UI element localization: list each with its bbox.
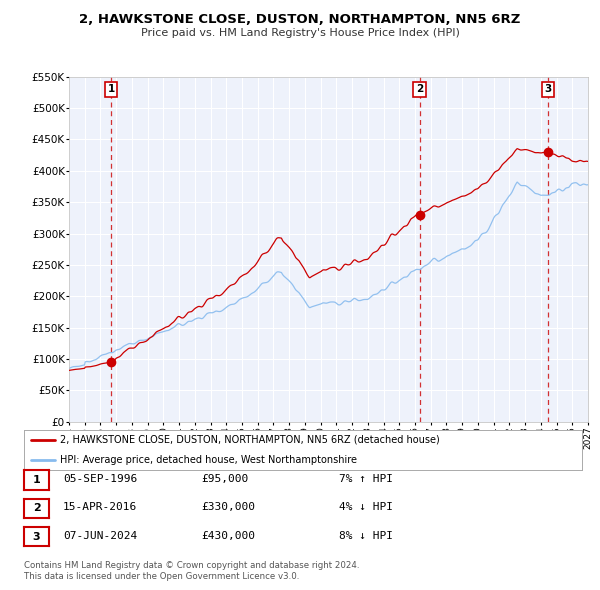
Text: 7% ↑ HPI: 7% ↑ HPI xyxy=(339,474,393,484)
Text: £95,000: £95,000 xyxy=(201,474,248,484)
Text: 1: 1 xyxy=(33,475,40,485)
Text: 3: 3 xyxy=(33,532,40,542)
Text: 2: 2 xyxy=(33,503,40,513)
Text: 07-JUN-2024: 07-JUN-2024 xyxy=(63,531,137,540)
Text: £430,000: £430,000 xyxy=(201,531,255,540)
Text: 2: 2 xyxy=(416,84,423,94)
Text: 8% ↓ HPI: 8% ↓ HPI xyxy=(339,531,393,540)
Text: Price paid vs. HM Land Registry's House Price Index (HPI): Price paid vs. HM Land Registry's House … xyxy=(140,28,460,38)
Text: 2, HAWKSTONE CLOSE, DUSTON, NORTHAMPTON, NN5 6RZ: 2, HAWKSTONE CLOSE, DUSTON, NORTHAMPTON,… xyxy=(79,13,521,26)
Text: Contains HM Land Registry data © Crown copyright and database right 2024.
This d: Contains HM Land Registry data © Crown c… xyxy=(24,561,359,581)
Text: HPI: Average price, detached house, West Northamptonshire: HPI: Average price, detached house, West… xyxy=(60,455,357,464)
Text: 1: 1 xyxy=(107,84,115,94)
Text: 4% ↓ HPI: 4% ↓ HPI xyxy=(339,503,393,512)
Text: 3: 3 xyxy=(544,84,551,94)
Text: 2, HAWKSTONE CLOSE, DUSTON, NORTHAMPTON, NN5 6RZ (detached house): 2, HAWKSTONE CLOSE, DUSTON, NORTHAMPTON,… xyxy=(60,435,440,444)
Text: 05-SEP-1996: 05-SEP-1996 xyxy=(63,474,137,484)
Text: £330,000: £330,000 xyxy=(201,503,255,512)
Text: 15-APR-2016: 15-APR-2016 xyxy=(63,503,137,512)
